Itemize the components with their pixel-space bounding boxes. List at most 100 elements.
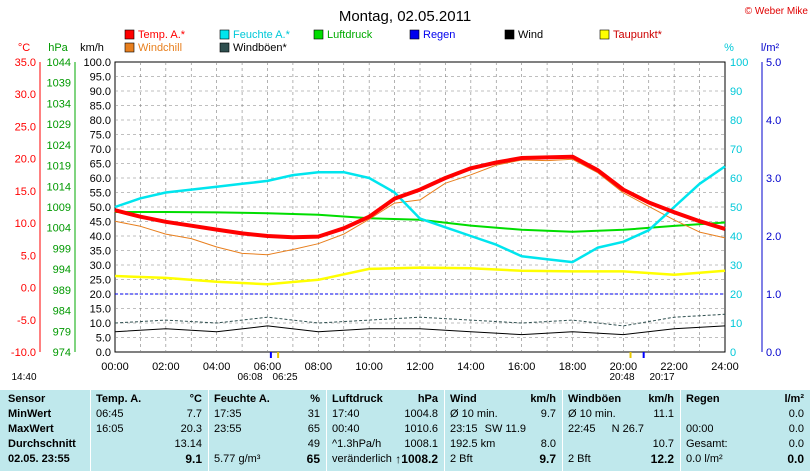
header-humidity-unit: % [310,393,320,405]
tick-label: 80.0 [90,115,111,127]
humidity-value: 65 [307,423,320,435]
header-temp-unit: °C [189,393,202,405]
temp-axis: 35.0 30.0 25.0 20.0 15.0 10.0 5.0 0.0 -5.0 -10.0 [11,57,36,359]
tick-label: 65.0 [90,159,111,171]
legend-swatch [313,29,324,40]
tick-label: 979 [53,326,71,338]
tick-label: 45.0 [90,217,111,229]
legend-item: Regen [409,29,455,41]
tick-label: 4.0 [766,115,781,127]
tick-label: 30 [730,260,742,272]
x-tick-label: 22:00 [660,361,688,373]
wind-time: 2 Bft [450,453,473,465]
gust-value: 11.1 [653,408,674,420]
row-label: 02.05. 23:55 [8,453,70,465]
tick-label: 60 [730,173,742,185]
axis-unit-label: °C [18,42,30,54]
tick-label: 1024 [47,140,71,152]
axis-unit-label: l/m² [761,42,780,54]
tick-label: 75.0 [90,130,111,142]
x-axis: 00:00 02:00 04:00 06:00 08:00 10:00 12:00 14:00… [101,361,739,373]
x-tick-label: 08:00 [305,361,333,373]
tick-label: 15.0 [90,304,111,316]
tick-label: 0.0 [21,283,36,295]
legend-swatch [219,29,230,40]
legend-item: Luftdruck [313,29,373,41]
tick-label: 100 [730,57,748,69]
humidity-time: 5.77 g/m³ [214,453,261,465]
tick-label: 20.0 [90,289,111,301]
pressure-time: 00:40 [332,423,360,435]
legend-item: Windböen* [219,42,288,54]
legend-label: Windchill [138,42,182,54]
gust-time: 22:45 [568,423,596,435]
tick-label: 5.0 [21,250,36,262]
legend-item: Feuchte A.* [219,29,291,41]
legend-item: Taupunkt* [599,29,663,41]
legend-swatch [599,29,610,40]
header-pressure: Luftdruck [332,393,383,405]
chart-legend: Temp. A.*Windchill Feuchte A.*Windböen* Lu… [124,29,663,54]
tick-label: 40 [730,231,742,243]
tick-label: 1029 [47,119,71,131]
series-temp-a [114,154,726,240]
tick-label: 2.0 [766,231,781,243]
x-tick-label: 00:00 [101,361,129,373]
humidity-value: 31 [307,408,320,420]
wind-time: Ø 10 min. [450,408,498,420]
marker-label: 20:48 [609,372,634,383]
wind-direction: SW 11.9 [484,423,526,435]
axis-unit-label: hPa [48,42,68,54]
tick-label: 30.0 [90,260,111,272]
x-tick-label: 18:00 [559,361,587,373]
temp-value: 20.3 [180,423,202,435]
legend-label: Feuchte A.* [233,29,291,41]
tick-label: 25.0 [15,121,36,133]
tick-label: 90 [730,86,742,98]
tick-label: 55.0 [90,188,111,200]
legend-item: Wind [504,29,543,41]
header-temp: Temp. A. [96,393,142,405]
pressure-time: ^1.3hPa/h [332,438,382,450]
marker-label: 14:40 [11,372,36,383]
tick-label: 984 [53,306,71,318]
tick-label: -10.0 [11,347,36,359]
row-label: MinWert [8,408,52,420]
legend-swatch [124,29,135,40]
rain-time: 0.0 l/m² [686,453,723,465]
legend-swatch [219,42,230,53]
temp-value: 9.1 [185,452,202,466]
tick-label: 10.0 [15,218,36,230]
row-label: Durchschnitt [8,438,76,450]
tick-label: 1034 [47,98,71,110]
gust-direction: N 26.7 [611,423,644,435]
tick-label: 0.0 [766,347,781,359]
wind-axis: 100.0 95.0 90.0 85.0 80.0 75.0 70.0 65.0 60.0 55.… [83,57,111,359]
chart-title: Montag, 02.05.2011 [339,8,471,25]
pressure-axis: 1044 1039 1034 1029 1024 1019 1014 1009 1004 999 9… [47,57,71,359]
rain-axis: 5.0 4.0 3.0 2.0 1.0 0.0 [766,57,781,359]
header-gust-unit: km/h [648,393,674,405]
header-wind: Wind [450,393,477,405]
temp-value: 13.14 [174,438,202,450]
tick-label: 5.0 [766,57,781,69]
tick-label: 994 [53,264,71,276]
x-tick-label: 14:00 [457,361,485,373]
tick-label: 50.0 [90,202,111,214]
legend-label: Taupunkt* [613,29,663,41]
wind-value: 9.7 [540,408,556,420]
rain-value: 0.0 [788,423,804,435]
tick-label: 15.0 [15,186,36,198]
tick-label: 1004 [47,223,71,235]
header-gust: Windböen [568,393,622,405]
tick-label: 0 [730,347,736,359]
pressure-value: 1004.8 [404,408,438,420]
wind-time: 23:15 [450,423,478,435]
tick-label: 3.0 [766,173,781,185]
tick-label: 999 [53,243,71,255]
tick-label: 70 [730,144,742,156]
header-rain-unit: l/m² [784,393,804,405]
gust-value: 10.7 [652,438,674,450]
tick-label: 974 [53,347,71,359]
